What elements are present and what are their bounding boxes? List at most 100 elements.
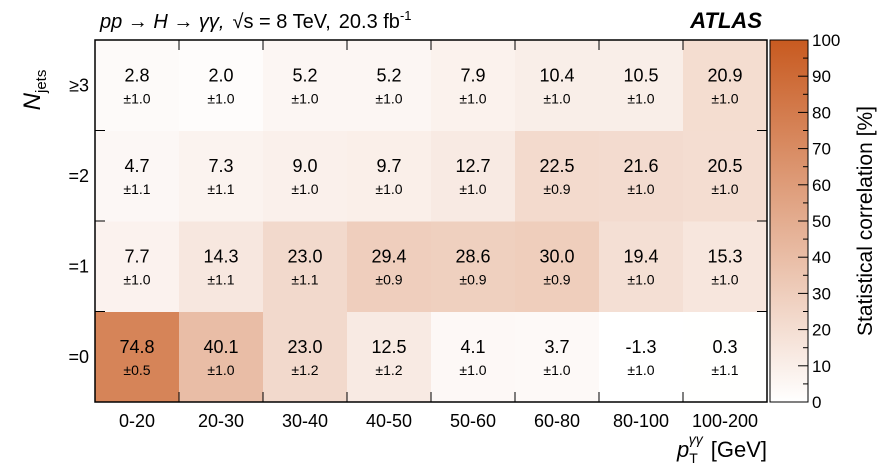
x-tick-label: 100-200 <box>692 411 758 431</box>
chart-title: pp → H → γγ, √s = 8 TeV, 20.3 fb-1 <box>99 8 412 33</box>
cell-error-label: ±1.0 <box>711 181 738 197</box>
cell-value-label: 20.5 <box>707 156 742 176</box>
cell-error-label: ±1.1 <box>207 181 234 197</box>
cell-error-label: ±1.0 <box>543 362 570 378</box>
cell-error-label: ±0.9 <box>459 271 486 287</box>
heatmap-cells <box>95 40 768 403</box>
colorbar-tick-label: 0 <box>812 393 821 412</box>
cell-value-label: 23.0 <box>287 246 322 266</box>
heatmap-cell <box>683 311 768 403</box>
cell-value-label: 40.1 <box>203 337 238 357</box>
colorbar-tick-label: 60 <box>812 176 831 195</box>
colorbar-tick-label: 40 <box>812 248 831 267</box>
heatmap-cell <box>431 221 516 312</box>
heatmap-cell <box>683 130 768 222</box>
cell-value-label: 3.7 <box>544 337 569 357</box>
cell-value-label: 23.0 <box>287 337 322 357</box>
heatmap-cell <box>95 311 180 403</box>
cell-value-label: 20.9 <box>707 65 742 85</box>
heatmap-cell <box>347 311 432 403</box>
y-tick-labels: =0 =1 =2 ≥3 <box>68 75 89 367</box>
cell-value-label: 10.4 <box>539 65 574 85</box>
cell-value-label: 5.2 <box>376 65 401 85</box>
cell-error-label: ±1.1 <box>207 271 234 287</box>
y-tick-label: =1 <box>68 256 89 276</box>
heatmap-cell <box>599 311 684 403</box>
cell-value-label: 12.7 <box>455 156 490 176</box>
heatmap-cell <box>95 130 180 222</box>
colorbar-label: Statistical correlation [%] <box>854 106 877 336</box>
x-tick-label: 0-20 <box>119 411 155 431</box>
cell-value-label: -1.3 <box>625 337 656 357</box>
heatmap-cell <box>515 311 600 403</box>
cell-error-label: ±1.0 <box>711 90 738 106</box>
cell-value-label: 22.5 <box>539 156 574 176</box>
heatmap-cell-labels: 74.8 ±0.5 40.1 ±1.0 23.0 ±1.2 12.5 ±1.2 4.1 ±1.0 3… <box>119 65 742 378</box>
heatmap-cell <box>263 130 348 222</box>
heatmap-cell <box>431 40 516 131</box>
y-tick-label: =2 <box>68 166 89 186</box>
cell-value-label: 21.6 <box>623 156 658 176</box>
colorbar-tick-label: 30 <box>812 284 831 303</box>
x-tick-label: 60-80 <box>534 411 580 431</box>
x-tick-label: 30-40 <box>282 411 328 431</box>
cell-value-label: 19.4 <box>623 246 658 266</box>
heatmap-cell <box>683 221 768 312</box>
x-tick-label: 50-60 <box>450 411 496 431</box>
x-tick-label: 80-100 <box>613 411 669 431</box>
cell-error-label: ±1.0 <box>627 362 654 378</box>
cell-value-label: 0.3 <box>712 337 737 357</box>
cell-value-label: 4.1 <box>460 337 485 357</box>
heatmap-cell <box>95 40 180 131</box>
cell-value-label: 7.7 <box>124 246 149 266</box>
cell-error-label: ±1.1 <box>291 271 318 287</box>
cell-value-label: 2.8 <box>124 65 149 85</box>
experiment-label: ATLAS <box>689 8 762 33</box>
cell-error-label: ±1.0 <box>459 362 486 378</box>
cell-value-label: 2.0 <box>208 65 233 85</box>
colorbar-tick-label: 50 <box>812 212 831 231</box>
colorbar-tick-label: 90 <box>812 67 831 86</box>
cell-error-label: ±1.1 <box>123 181 150 197</box>
heatmap-cell <box>683 40 768 131</box>
x-tick-labels: 0-20 20-30 30-40 40-50 50-60 60-80 80-100 100-2… <box>119 411 758 431</box>
cell-value-label: 10.5 <box>623 65 658 85</box>
x-axis-label: pTγγ [GeV] <box>676 431 767 466</box>
cell-error-label: ±1.0 <box>291 181 318 197</box>
cell-error-label: ±0.9 <box>543 181 570 197</box>
heatmap-cell <box>347 221 432 312</box>
cell-error-label: ±1.0 <box>375 90 402 106</box>
heatmap-cell <box>599 40 684 131</box>
heatmap-cell <box>431 130 516 222</box>
cell-error-label: ±1.2 <box>291 362 318 378</box>
heatmap-cell <box>263 221 348 312</box>
colorbar-tick-label: 20 <box>812 321 831 340</box>
cell-value-label: 28.6 <box>455 246 490 266</box>
axis-ticks <box>95 40 767 402</box>
heatmap-cell <box>179 130 264 222</box>
cell-value-label: 7.9 <box>460 65 485 85</box>
heatmap-cell <box>263 311 348 403</box>
cell-error-label: ±1.0 <box>543 90 570 106</box>
cell-value-label: 7.3 <box>208 156 233 176</box>
cell-error-label: ±1.0 <box>711 271 738 287</box>
heatmap-cell <box>347 40 432 131</box>
colorbar-tick-label: 80 <box>812 103 831 122</box>
cell-error-label: ±1.0 <box>459 181 486 197</box>
cell-error-label: ±1.0 <box>207 90 234 106</box>
cell-error-label: ±1.2 <box>375 362 402 378</box>
cell-value-label: 12.5 <box>371 337 406 357</box>
colorbar-tick-label: 100 <box>812 31 840 50</box>
cell-error-label: ±0.5 <box>123 362 150 378</box>
cell-error-label: ±1.0 <box>123 271 150 287</box>
heatmap-cell <box>515 221 600 312</box>
cell-error-label: ±1.0 <box>375 181 402 197</box>
y-tick-label: =0 <box>68 347 89 367</box>
cell-value-label: 15.3 <box>707 246 742 266</box>
cell-error-label: ±0.9 <box>375 271 402 287</box>
cell-value-label: 4.7 <box>124 156 149 176</box>
cell-value-label: 9.0 <box>292 156 317 176</box>
colorbar-tick-label: 70 <box>812 140 831 159</box>
cell-error-label: ±1.0 <box>207 362 234 378</box>
